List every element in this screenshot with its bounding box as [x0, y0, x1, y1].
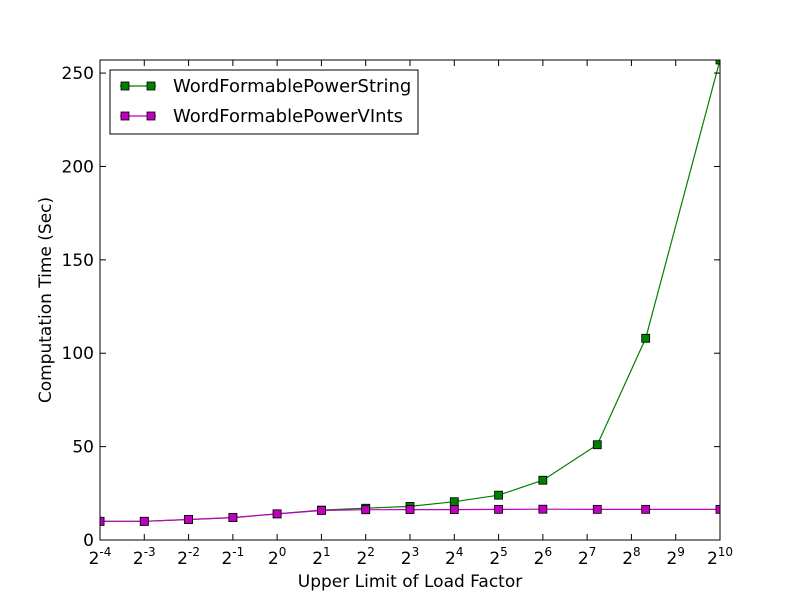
x-tick-exponent: 4 — [456, 545, 464, 559]
axes-frame — [99, 59, 721, 541]
x-tick-exponent: -3 — [144, 545, 156, 559]
y-tick-label: 200 — [62, 157, 94, 177]
data-point — [184, 515, 193, 524]
x-tick-label: 2-3 — [133, 545, 156, 569]
legend-marker — [146, 81, 156, 91]
y-tick-label: 0 — [83, 531, 94, 551]
y-tick-label: 150 — [62, 251, 94, 271]
x-tick-exponent: 8 — [633, 545, 641, 559]
data-point — [317, 506, 326, 515]
x-tick-exponent: 10 — [718, 545, 733, 559]
x-tick-label: 24 — [445, 545, 463, 569]
x-tick-label: 25 — [489, 545, 507, 569]
data-point — [592, 440, 602, 450]
legend-marker — [146, 111, 156, 121]
legend-item: WordFormablePowerString — [120, 76, 411, 97]
x-tick-base: 2 — [221, 549, 232, 569]
x-tick-base: 2 — [578, 549, 589, 569]
y-tick-label: 50 — [72, 438, 94, 458]
data-point — [272, 509, 282, 519]
x-tick-label: 28 — [622, 545, 640, 569]
series-line — [100, 508, 720, 522]
data-point — [449, 497, 459, 507]
x-tick-label: 29 — [666, 545, 684, 569]
data-point — [494, 490, 503, 500]
y-axis-label: Computation Time (Sec) — [36, 197, 56, 403]
x-tick-label: 22 — [356, 545, 374, 569]
data-point — [538, 504, 548, 514]
x-tick-exponent: 3 — [412, 545, 420, 559]
data-point — [449, 505, 459, 514]
y-tick-label: 100 — [62, 344, 94, 364]
x-tick-base: 2 — [622, 549, 633, 569]
x-tick-label: 26 — [534, 545, 552, 569]
x-tick-label: 23 — [401, 545, 419, 569]
x-tick-label: 21 — [312, 545, 330, 569]
x-tick-exponent: -1 — [232, 545, 244, 559]
data-point — [641, 504, 651, 514]
x-tick-base: 2 — [489, 549, 500, 569]
legend-marker — [120, 81, 130, 91]
x-tick-base: 2 — [268, 549, 279, 569]
legend-item: WordFormablePowerVInts — [120, 106, 403, 127]
legend-label: WordFormablePowerVInts — [173, 106, 403, 127]
data-point — [538, 475, 548, 485]
x-tick-label: 210 — [707, 545, 733, 569]
x-tick-label: 27 — [578, 545, 596, 569]
data-point — [715, 60, 720, 65]
x-tick-exponent: -4 — [99, 545, 111, 559]
y-tick-label: 250 — [62, 64, 94, 84]
x-tick-exponent: -2 — [188, 545, 200, 559]
x-tick-base: 2 — [356, 549, 367, 569]
x-tick-base: 2 — [445, 549, 456, 569]
data-point — [405, 505, 415, 514]
x-tick-base: 2 — [89, 549, 100, 569]
x-tick-exponent: 2 — [367, 545, 375, 559]
data-point — [494, 504, 503, 514]
x-tick-exponent: 7 — [589, 545, 597, 559]
x-tick-label: 20 — [268, 545, 286, 569]
x-tick-label: 2-1 — [221, 545, 244, 569]
x-tick-exponent: 1 — [323, 545, 331, 559]
x-tick-exponent: 9 — [677, 545, 685, 559]
x-tick-base: 2 — [312, 549, 323, 569]
legend: WordFormablePowerString WordFormablePower… — [109, 69, 419, 135]
x-tick-base: 2 — [534, 549, 545, 569]
x-tick-exponent: 5 — [500, 545, 508, 559]
x-tick-label: 2-4 — [89, 545, 112, 569]
x-tick-exponent: 6 — [544, 545, 552, 559]
data-point — [641, 333, 651, 343]
data-point — [592, 504, 602, 514]
data-point — [715, 504, 720, 514]
x-tick-base: 2 — [666, 549, 677, 569]
legend-box — [109, 69, 419, 135]
data-point — [139, 516, 149, 526]
x-tick-base: 2 — [177, 549, 188, 569]
data-point — [228, 513, 238, 522]
x-tick-base: 2 — [133, 549, 144, 569]
x-tick-label: 2-2 — [177, 545, 200, 569]
series-2 — [100, 504, 720, 526]
series-layer — [100, 60, 720, 526]
x-tick-base: 2 — [401, 549, 412, 569]
legend-label: WordFormablePowerString — [173, 76, 411, 97]
x-tick-exponent: 0 — [279, 545, 287, 559]
x-tick-base: 2 — [707, 549, 718, 569]
data-point — [361, 505, 371, 515]
x-axis-label: Upper Limit of Load Factor — [298, 572, 522, 592]
legend-marker — [120, 111, 130, 121]
data-point — [100, 516, 105, 526]
